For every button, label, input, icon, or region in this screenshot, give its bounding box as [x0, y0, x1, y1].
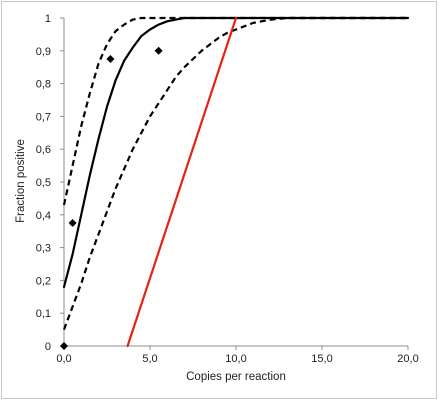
red-line	[126, 16, 238, 348]
y-tick-label: 0,9	[36, 46, 51, 58]
y-tick-label: 0,2	[36, 275, 51, 287]
data-point-diamond	[106, 55, 115, 63]
x-tick-label: 20,0	[397, 353, 418, 365]
data-point-diamond	[154, 46, 163, 55]
y-tick-label: 0,5	[36, 177, 51, 189]
data-point-diamond	[68, 219, 77, 227]
y-axis-title: Fraction positive	[15, 139, 27, 223]
y-tick-label: 0,1	[36, 308, 51, 320]
y-tick-label: 0,8	[36, 79, 51, 91]
x-tick-label: 5,0	[142, 353, 157, 365]
upper-ci-dashed-line	[62, 16, 408, 206]
y-tick-label: 1	[45, 13, 51, 25]
fit-curve-line	[62, 16, 410, 289]
y-tick-label: 0,4	[36, 210, 51, 222]
axes: 00,10,20,30,40,50,60,70,80,910,0 5,0 10,0 1…	[36, 13, 419, 365]
lower-ci-dashed-line	[62, 16, 408, 330]
x-tick-label: 10,0	[225, 353, 246, 365]
y-tick-label: 0	[45, 341, 51, 353]
y-tick-label: 0,3	[36, 243, 51, 255]
x-tick-label: 15,0	[311, 353, 332, 365]
y-tick-label: 0,6	[36, 144, 51, 156]
x-tick-label: 0,0	[56, 353, 71, 365]
marker-layer	[60, 46, 163, 350]
series-layer	[62, 16, 410, 348]
x-axis-title: Copies per reaction	[186, 371, 286, 383]
y-tick-label: 0,7	[36, 111, 51, 123]
data-point-diamond	[60, 342, 68, 350]
